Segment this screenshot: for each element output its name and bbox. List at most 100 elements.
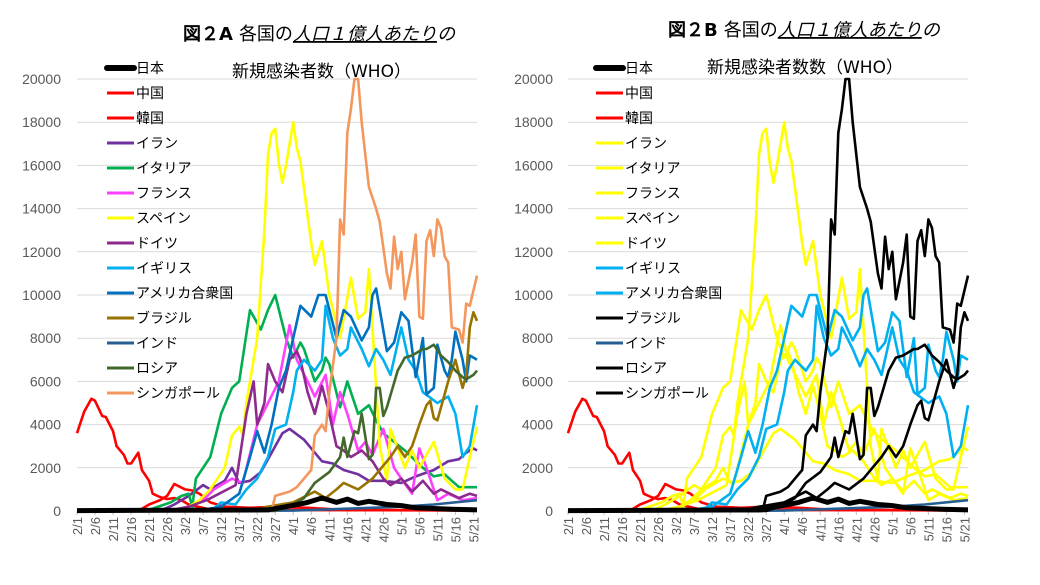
- series-line-8: [77, 349, 478, 513]
- y-tick-label: 20000: [22, 71, 61, 87]
- series-line-9: [568, 304, 970, 513]
- legend-label: イタリア: [136, 161, 191, 177]
- series-line-1: [76, 495, 478, 514]
- y-tick-label: 8000: [30, 330, 61, 346]
- x-tick-label: 4/6: [304, 517, 319, 535]
- legend-label: イタリア: [625, 161, 680, 177]
- y-tick-label: 4000: [30, 417, 61, 433]
- x-tick-label: 2/26: [651, 517, 666, 542]
- x-tick-label: 2/11: [597, 517, 612, 541]
- legend-label: 日本: [136, 61, 164, 77]
- x-tick-label: 3/2: [178, 517, 193, 535]
- x-tick-label: 3/27: [759, 517, 774, 542]
- legend-label: スペイン: [625, 211, 680, 227]
- x-tick-label: 3/12: [705, 517, 720, 542]
- x-tick-label: 3/22: [741, 517, 756, 542]
- legend-label: ロシア: [136, 361, 178, 377]
- y-tick-label: 18000: [22, 114, 61, 130]
- y-tick-label: 12000: [22, 244, 61, 260]
- legend-label: 日本: [625, 61, 653, 77]
- chart-subtitle: 新規感染者数数（WHO）: [707, 58, 903, 78]
- chart-2a: 図２A 各国の人口１億人あたりの 新規感染者数（WHO） 0 2000 4000 600…: [22, 24, 481, 542]
- x-tick-label: 5/1: [394, 517, 409, 535]
- y-tick-label: 18000: [514, 114, 553, 130]
- x-tick-label: 3/22: [250, 517, 265, 542]
- chart-title: 図２B 各国の人口１億人あたりの: [668, 20, 941, 41]
- x-tick-label: 2/1: [70, 517, 85, 535]
- x-tick-label: 2/1: [561, 517, 576, 535]
- x-tick-label: 2/26: [160, 517, 175, 542]
- legend-label: ブラジル: [625, 310, 681, 327]
- legend-label: ブラジル: [136, 310, 192, 327]
- legend-label: イラン: [625, 136, 667, 152]
- y-tick-label: 4000: [522, 417, 553, 433]
- x-tick-label: 3/7: [196, 517, 211, 535]
- x-tick-label: 5/21: [466, 517, 481, 542]
- x-tick-label: 3/17: [723, 517, 738, 542]
- x-tick-label: 4/6: [795, 517, 810, 535]
- x-tick-label: 2/11: [106, 517, 121, 541]
- x-tick-label: 4/1: [777, 517, 792, 535]
- series-line-13: [568, 343, 969, 513]
- series-line-4: [77, 427, 478, 513]
- legend-label: アメリカ合衆国: [625, 286, 722, 302]
- x-tick-label: 2/21: [142, 517, 157, 542]
- series-line-14: [568, 77, 970, 513]
- legend-label: フランス: [136, 186, 192, 202]
- series-line-7: [568, 120, 970, 513]
- y-tick-label: 16000: [22, 157, 61, 173]
- series-line-10: [568, 287, 969, 513]
- y-tick-label: 16000: [514, 157, 553, 173]
- legend-label: イギリス: [136, 261, 192, 277]
- y-tick-label: 12000: [514, 244, 553, 260]
- x-tick-label: 5/6: [412, 517, 427, 535]
- y-tick-label: 10000: [22, 287, 61, 303]
- y-tick-label: 10000: [514, 287, 553, 303]
- x-tick-label: 4/21: [849, 517, 864, 542]
- series-line-14: [77, 77, 479, 513]
- legend-label: ドイツ: [625, 236, 667, 252]
- y-tick-label: 2000: [30, 460, 61, 476]
- y-tick-label: 0: [53, 503, 61, 519]
- x-tick-label: 3/17: [232, 517, 247, 542]
- chart-subtitle: 新規感染者数（WHO）: [232, 62, 411, 82]
- y-tick-label: 0: [545, 503, 553, 519]
- x-tick-label: 3/12: [214, 517, 229, 542]
- legend-label: シンガポール: [625, 386, 709, 402]
- legend-label: インド: [625, 336, 667, 352]
- x-tick-label: 3/7: [687, 517, 702, 535]
- legend-label: インド: [136, 336, 178, 352]
- legend-label: ロシア: [625, 361, 667, 377]
- x-tick-label: 2/16: [615, 517, 630, 542]
- x-tick-label: 2/21: [633, 517, 648, 542]
- x-tick-label: 4/11: [322, 517, 337, 541]
- x-tick-label: 4/26: [376, 517, 391, 542]
- legend-label: フランス: [625, 186, 681, 202]
- y-tick-label: 6000: [522, 373, 553, 389]
- series-line-2: [75, 397, 478, 512]
- x-tick-label: 4/21: [358, 517, 373, 542]
- legend-label: イギリス: [625, 261, 681, 277]
- x-tick-label: 2/6: [579, 517, 594, 535]
- chart-2b: 図２B 各国の人口１億人あたりの 新規感染者数数（WHO） 0 2000 4000 60…: [514, 20, 972, 542]
- series-line-8: [568, 349, 969, 513]
- y-tick-label: 20000: [514, 71, 553, 87]
- x-tick-label: 4/1: [286, 517, 301, 535]
- x-tick-label: 5/1: [885, 517, 900, 535]
- legend-label: 中国: [625, 86, 653, 102]
- legend-label: スペイン: [136, 211, 191, 227]
- legend-label: 中国: [136, 86, 164, 102]
- series-line-9: [77, 304, 479, 513]
- x-tick-label: 4/16: [831, 517, 846, 542]
- x-tick-label: 4/16: [340, 517, 355, 542]
- series-line-4: [568, 427, 969, 513]
- legend-label: シンガポール: [136, 386, 220, 402]
- series-line-2: [566, 397, 969, 512]
- x-tick-label: 5/11: [921, 517, 936, 541]
- chart-title: 図２A 各国の人口１億人あたりの: [183, 24, 456, 45]
- x-tick-label: 5/11: [430, 517, 445, 541]
- series-line-1: [567, 495, 969, 514]
- series-line-11: [568, 310, 970, 513]
- legend-label: 韓国: [625, 111, 653, 127]
